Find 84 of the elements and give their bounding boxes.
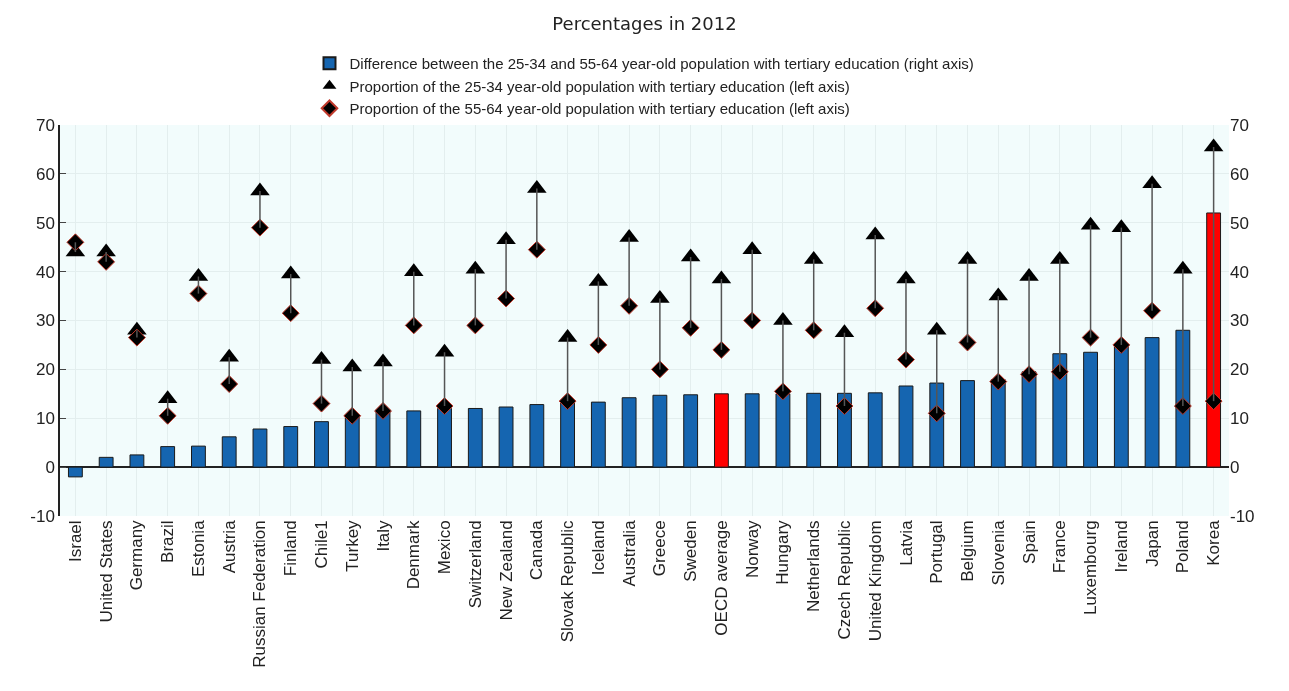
x-tick-label: Slovenia xyxy=(988,519,1008,586)
x-tick-label: Italy xyxy=(373,519,393,552)
point xyxy=(189,284,208,303)
x-tick-label: Luxembourg xyxy=(1081,520,1101,615)
y2-tick-label: 50 xyxy=(1230,213,1249,233)
x-tick-label: Greece xyxy=(650,520,670,577)
point xyxy=(619,228,639,242)
chart-title: Percentages in 2012 xyxy=(552,12,737,34)
point xyxy=(589,335,608,354)
y2-tick-label: 70 xyxy=(1230,115,1249,135)
x-tick-label: Austria xyxy=(219,519,239,574)
point xyxy=(66,233,85,252)
x-tick-label: Slovak Republic xyxy=(558,519,578,643)
x-tick-label: Iceland xyxy=(588,520,608,576)
y2-tick-label: 0 xyxy=(1230,458,1240,478)
y2-tick-label: -10 xyxy=(1230,506,1255,526)
x-tick-label: Ireland xyxy=(1111,520,1131,573)
x-tick-label: OECD average xyxy=(711,520,731,636)
point xyxy=(712,340,731,359)
x-tick-label: Brazil xyxy=(158,520,178,563)
y-tick-label: 60 xyxy=(35,164,55,184)
x-tick-label: Finland xyxy=(281,520,301,577)
x-tick-label: Russian Federation xyxy=(250,520,270,668)
point xyxy=(1204,392,1223,411)
point xyxy=(1112,335,1131,354)
point xyxy=(896,270,916,284)
point xyxy=(312,394,331,413)
y-tick-label: 50 xyxy=(35,213,55,233)
point xyxy=(466,316,485,335)
x-tick-label: Switzerland xyxy=(465,520,485,609)
point xyxy=(681,318,700,337)
point xyxy=(435,397,454,415)
point xyxy=(1081,328,1100,347)
y2-tick-label: 20 xyxy=(1230,360,1249,380)
point xyxy=(343,406,362,425)
x-tick-label: Norway xyxy=(742,519,762,579)
point xyxy=(158,406,177,425)
x-tick-label: Turkey xyxy=(342,519,362,572)
x-tick-label: France xyxy=(1050,520,1070,574)
x-tick-label: Germany xyxy=(127,519,147,591)
y-tick-label: 40 xyxy=(35,262,55,282)
y2-tick-label: 60 xyxy=(1230,164,1249,184)
point xyxy=(558,392,577,411)
point xyxy=(281,304,300,323)
x-tick-label: Mexico xyxy=(435,520,455,575)
x-tick-label: Korea xyxy=(1204,519,1224,566)
x-tick-label: Sweden xyxy=(681,520,701,582)
x-tick-label: United States xyxy=(96,520,116,623)
x-tick-label: Israel xyxy=(65,520,85,562)
x-tick-label: Japan xyxy=(1142,520,1162,567)
x-tick-label: Chile1 xyxy=(312,520,332,569)
x-tick-label: Denmark xyxy=(404,519,424,590)
y2-tick-label: 30 xyxy=(1230,311,1249,331)
x-tick-label: Latvia xyxy=(896,519,916,566)
x-tick-label: Australia xyxy=(619,519,639,587)
x-tick-label: Canada xyxy=(527,519,547,580)
point xyxy=(958,333,977,352)
point xyxy=(373,353,393,367)
x-tick-label: Hungary xyxy=(773,519,793,585)
y-tick-label: 0 xyxy=(45,458,55,478)
x-tick-label: United Kingdom xyxy=(865,520,885,642)
y-tick-label: 70 xyxy=(35,115,55,135)
legend-label: Proportion of the 25-34 year-old population with tertiary education (left axis) xyxy=(349,77,850,95)
point xyxy=(496,231,516,245)
y-tick-label: -10 xyxy=(30,506,55,526)
point xyxy=(250,182,270,196)
y-tick-label: 10 xyxy=(35,409,55,429)
x-tick-label: Belgium xyxy=(958,520,978,582)
x-tick-label: Czech Republic xyxy=(834,519,854,640)
x-tick-label: Estonia xyxy=(188,519,208,578)
x-tick-label: Poland xyxy=(1173,520,1193,574)
y-tick-label: 30 xyxy=(35,311,55,331)
legend-label: Proportion of the 55-64 year-old population with tertiary education (left axis) xyxy=(349,100,850,118)
point xyxy=(804,321,823,340)
legend-label: Difference between the 25-34 and 55-64 year-old population with tertiary education (right axis) xyxy=(349,55,974,73)
x-tick-label: Spain xyxy=(1019,520,1039,564)
x-tick-label: Portugal xyxy=(927,520,947,584)
x-tick-label: Netherlands xyxy=(804,520,824,613)
point xyxy=(835,397,854,415)
x-tick-label: New Zealand xyxy=(496,520,516,621)
y2-tick-label: 10 xyxy=(1230,409,1249,429)
y-tick-label: 20 xyxy=(35,360,55,380)
point xyxy=(989,372,1008,391)
y2-tick-label: 40 xyxy=(1230,262,1249,282)
